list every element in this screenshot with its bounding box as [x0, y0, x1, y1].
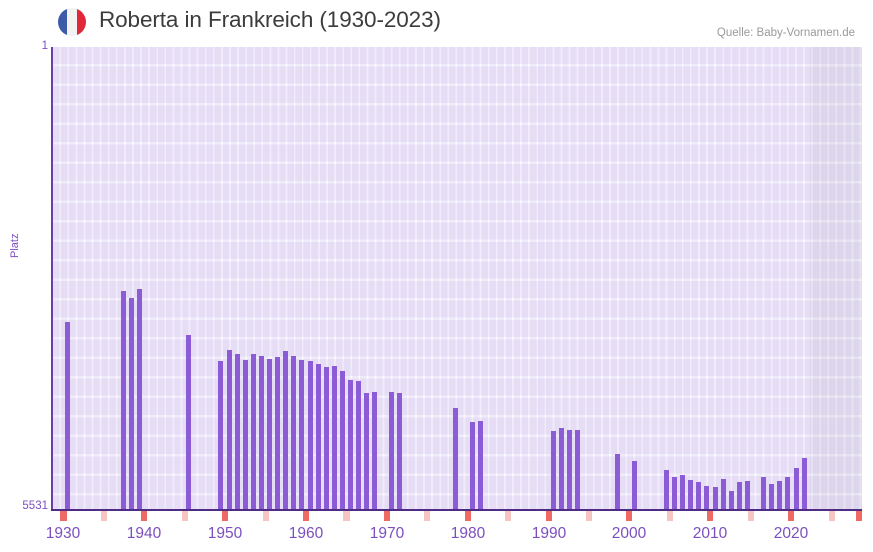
bar-1960[interactable] — [307, 361, 313, 510]
bar-2007[interactable] — [688, 480, 694, 510]
x-axis-label-2000: 2000 — [611, 525, 647, 542]
x-tick-marker-0 — [60, 511, 67, 521]
x-axis-label-1960: 1960 — [288, 525, 324, 542]
x-tick-marker-6 — [302, 511, 310, 521]
x-tick-marker-8 — [383, 511, 390, 521]
bar-1964[interactable] — [339, 371, 345, 510]
x-tick-marker-4 — [222, 511, 229, 521]
bar-1939[interactable] — [137, 289, 143, 510]
bar-1953[interactable] — [250, 354, 256, 510]
bar-1959[interactable] — [299, 360, 305, 510]
bar-1949[interactable] — [218, 361, 224, 510]
bar-1955[interactable] — [267, 359, 273, 510]
bar-2004[interactable] — [663, 470, 669, 510]
x-axis-label-1940: 1940 — [126, 525, 162, 542]
chart-header: Roberta in Frankreich (1930-2023) Quelle… — [0, 0, 873, 44]
source-label: Quelle: Baby-Vornamen.de — [716, 27, 855, 39]
x-tick-marker-5 — [262, 511, 269, 521]
bar-1993[interactable] — [574, 430, 580, 510]
bar-1958[interactable] — [291, 356, 297, 510]
y-axis-tick-bottom: 5531 — [22, 500, 48, 512]
x-tick-marker-14 — [626, 511, 633, 521]
bar-1956[interactable] — [275, 357, 281, 510]
bar-series — [53, 47, 864, 510]
x-tick-marker-12 — [545, 511, 552, 521]
bar-1950[interactable] — [226, 350, 232, 510]
bar-1965[interactable] — [348, 380, 354, 510]
bar-2011[interactable] — [720, 479, 726, 510]
bar-2005[interactable] — [672, 477, 678, 510]
bar-2008[interactable] — [696, 482, 702, 510]
x-tick-marker-2 — [141, 511, 148, 521]
bar-1966[interactable] — [356, 381, 362, 510]
bar-1967[interactable] — [364, 393, 370, 510]
bar-1980[interactable] — [469, 422, 475, 510]
bar-2013[interactable] — [736, 482, 742, 510]
bar-2014[interactable] — [744, 481, 750, 510]
bar-1951[interactable] — [234, 354, 240, 510]
bar-2006[interactable] — [680, 475, 686, 510]
x-axis-label-1970: 1970 — [369, 525, 405, 542]
bar-1981[interactable] — [477, 421, 483, 510]
bar-2010[interactable] — [712, 487, 718, 510]
x-tick-marker-1 — [100, 511, 107, 521]
bar-1990[interactable] — [550, 431, 556, 510]
bar-1992[interactable] — [566, 430, 572, 510]
bar-1954[interactable] — [258, 356, 264, 510]
x-tick-marker-15 — [666, 511, 673, 521]
x-axis-tick-markers — [51, 511, 863, 521]
x-tick-marker-7 — [343, 511, 350, 521]
bar-1930[interactable] — [64, 322, 70, 510]
x-tick-marker-9 — [424, 511, 431, 521]
bar-2016[interactable] — [761, 477, 767, 510]
bar-1963[interactable] — [331, 366, 337, 510]
bar-2018[interactable] — [777, 481, 783, 510]
x-axis-line — [51, 509, 862, 511]
bar-2012[interactable] — [728, 491, 734, 510]
x-axis-tick-labels: 1930 1940 1950 1960 1970 1980 1990 2000 2010 2020 — [46, 525, 862, 549]
x-tick-marker-18 — [788, 511, 795, 521]
x-tick-marker-16 — [707, 511, 714, 521]
bar-1998[interactable] — [615, 454, 621, 510]
bar-2020[interactable] — [793, 468, 799, 510]
bar-1961[interactable] — [315, 364, 321, 510]
bar-1957[interactable] — [283, 351, 289, 510]
bar-1968[interactable] — [372, 392, 378, 510]
bar-1971[interactable] — [396, 393, 402, 510]
y-axis-tick-top: 1 — [41, 40, 48, 52]
x-axis-label-2020: 2020 — [773, 525, 809, 542]
y-axis-title: Platz — [9, 233, 21, 258]
bar-2019[interactable] — [785, 477, 791, 510]
bar-2009[interactable] — [704, 486, 710, 510]
bar-1978[interactable] — [453, 408, 459, 510]
bar-2000[interactable] — [631, 461, 637, 510]
x-tick-marker-19 — [828, 511, 835, 521]
x-tick-marker-13 — [585, 511, 593, 521]
bar-1938[interactable] — [129, 298, 135, 510]
x-axis-label-1950: 1950 — [207, 525, 243, 542]
x-tick-marker-20 — [856, 511, 863, 521]
bar-2017[interactable] — [769, 484, 775, 510]
x-axis-label-2010: 2010 — [692, 525, 728, 542]
bar-2021[interactable] — [801, 458, 807, 510]
x-tick-marker-3 — [181, 511, 188, 521]
france-flag-icon — [58, 8, 86, 36]
x-axis-label-1930: 1930 — [45, 525, 81, 542]
bar-1945[interactable] — [186, 335, 192, 510]
bar-1991[interactable] — [558, 428, 564, 510]
bar-1962[interactable] — [323, 367, 329, 510]
x-tick-marker-17 — [747, 511, 754, 521]
bar-1952[interactable] — [242, 360, 248, 510]
x-axis-label-1980: 1980 — [450, 525, 486, 542]
bar-1970[interactable] — [388, 392, 394, 510]
bar-1937[interactable] — [121, 291, 127, 510]
x-tick-marker-11 — [505, 511, 512, 521]
page-title: Roberta in Frankreich (1930-2023) — [99, 7, 441, 32]
x-axis-label-1990: 1990 — [531, 525, 567, 542]
x-tick-marker-10 — [464, 511, 471, 521]
plot-area — [51, 47, 862, 510]
